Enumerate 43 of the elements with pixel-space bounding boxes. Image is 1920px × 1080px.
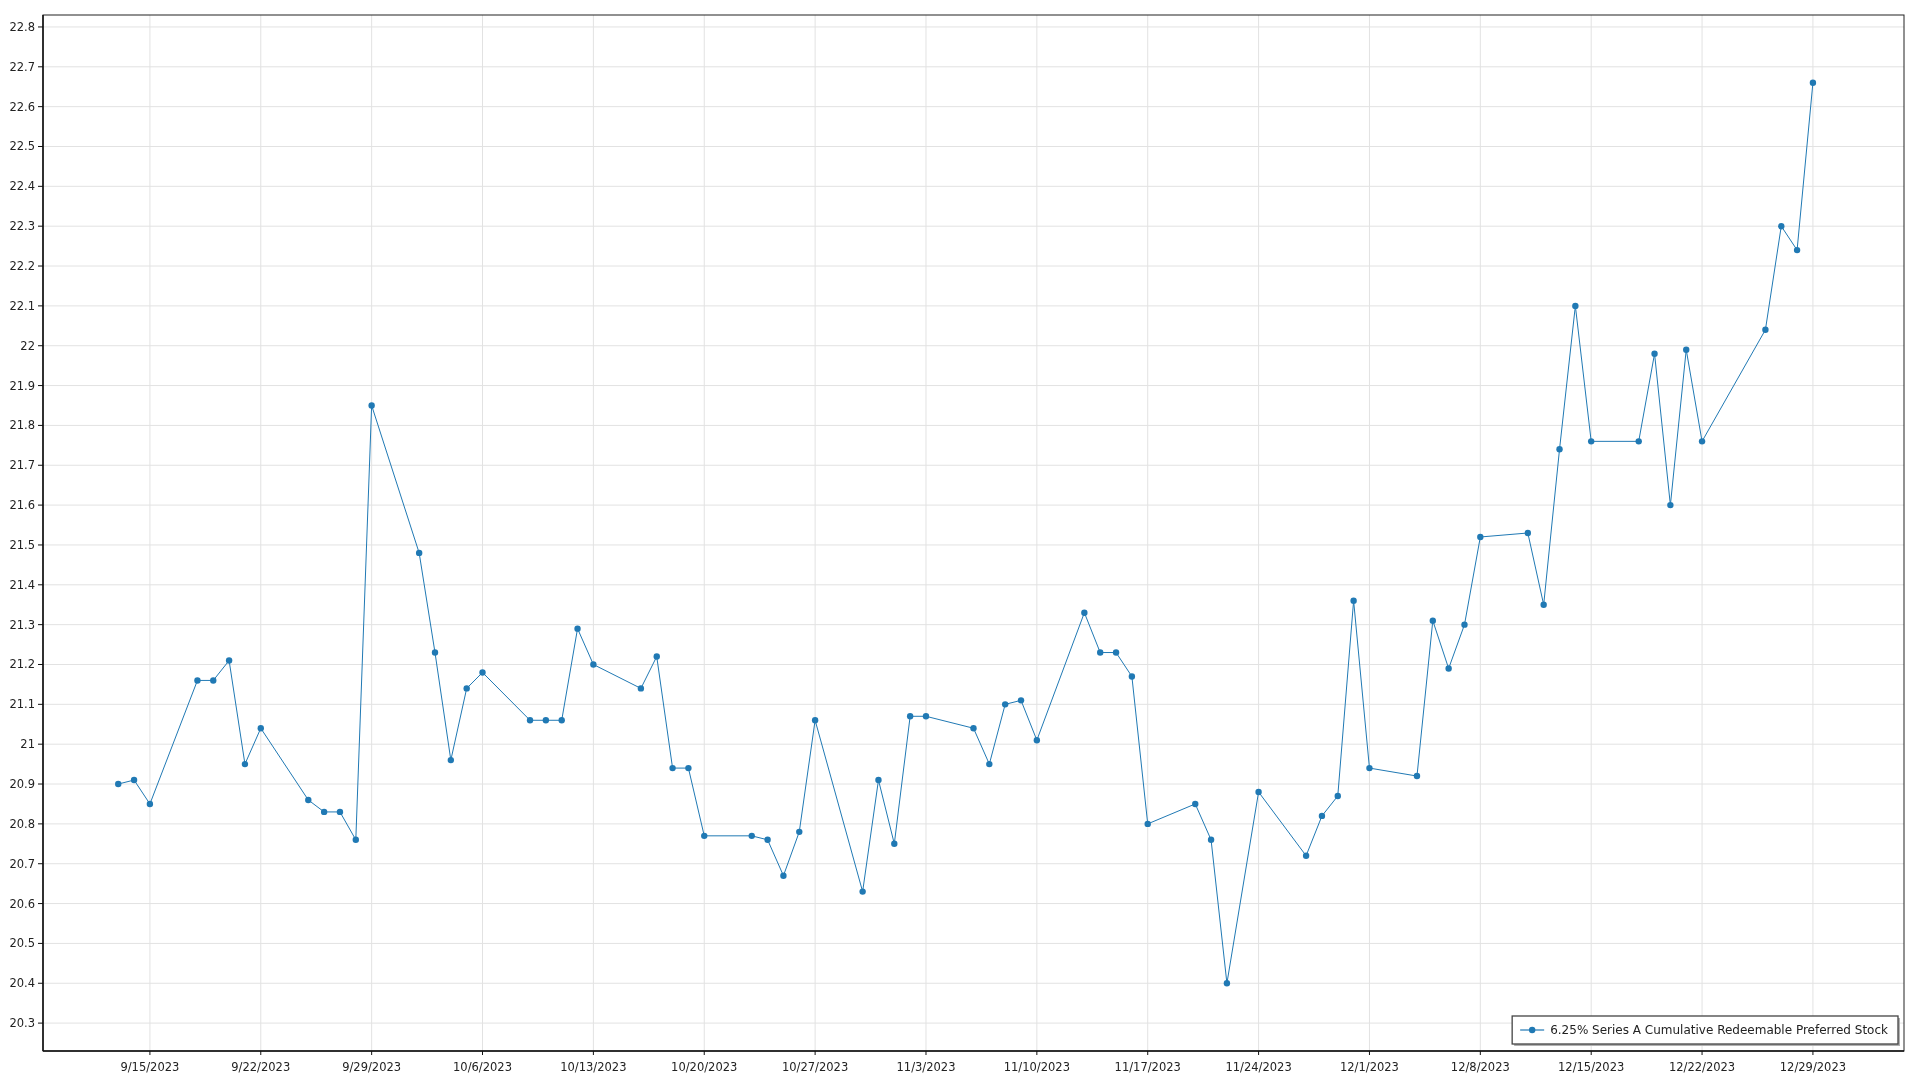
y-tick-label: 22.8 — [9, 19, 35, 34]
y-tick-label: 21.6 — [9, 498, 35, 513]
x-tick-label: 10/13/2023 — [560, 1060, 627, 1074]
y-tick-label: 21.4 — [9, 577, 35, 592]
x-tick-label: 11/3/2023 — [896, 1060, 956, 1074]
y-tick-label: 21.9 — [9, 378, 35, 393]
x-tick-label: 12/8/2023 — [1450, 1060, 1510, 1074]
y-tick-label: 22.2 — [9, 259, 35, 274]
y-tick-label: 21.5 — [9, 537, 35, 552]
legend-label: 6.25% Series A Cumulative Redeemable Preferred Stock — [1550, 1023, 1889, 1037]
y-tick-label: 22.6 — [9, 99, 35, 114]
y-tick-label: 21.1 — [9, 697, 35, 712]
x-tick-label: 9/22/2023 — [231, 1060, 291, 1074]
x-tick-label: 11/10/2023 — [1003, 1060, 1070, 1074]
y-tick-label: 22.3 — [9, 219, 35, 234]
y-tick-label: 22.4 — [9, 179, 35, 194]
x-tick-label: 9/15/2023 — [120, 1060, 180, 1074]
x-tick-label: 12/1/2023 — [1339, 1060, 1399, 1074]
x-tick-label: 11/24/2023 — [1225, 1060, 1292, 1074]
x-tick-label: 12/29/2023 — [1779, 1060, 1847, 1074]
y-tick-label: 22.1 — [9, 298, 35, 313]
y-tick-label: 21.3 — [9, 617, 35, 632]
y-tick-label: 21.8 — [9, 418, 35, 433]
y-tick-label: 20.7 — [9, 856, 35, 871]
y-tick-label: 21.7 — [9, 458, 35, 473]
y-tick-label: 20.3 — [9, 1016, 35, 1031]
x-tick-label: 12/15/2023 — [1558, 1060, 1625, 1074]
y-tick-label: 22 — [20, 338, 35, 353]
x-tick-label: 9/29/2023 — [342, 1060, 402, 1074]
y-tick-label: 20.9 — [9, 777, 35, 792]
x-tick-label: 10/6/2023 — [453, 1060, 512, 1074]
y-tick-label: 20.6 — [9, 896, 35, 911]
x-tick-label: 12/22/2023 — [1668, 1060, 1736, 1074]
y-tick-label: 21.2 — [9, 657, 35, 672]
x-tick-label: 11/17/2023 — [1114, 1060, 1181, 1074]
y-tick-label: 20.8 — [9, 816, 35, 831]
x-tick-label: 10/27/2023 — [781, 1060, 849, 1074]
y-tick-label: 21 — [20, 737, 35, 752]
y-tick-label: 22.5 — [9, 139, 35, 154]
y-tick-label: 20.4 — [9, 976, 35, 991]
x-tick-label: 10/20/2023 — [671, 1060, 738, 1074]
y-tick-label: 22.7 — [9, 59, 35, 74]
y-tick-label: 20.5 — [9, 936, 35, 951]
